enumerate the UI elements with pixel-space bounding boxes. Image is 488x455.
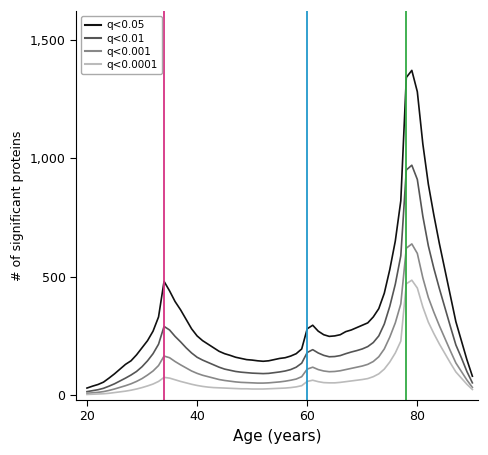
q<0.05 xyxy=(95,382,101,387)
q<0.0001 xyxy=(315,379,321,384)
q<0.0001 xyxy=(271,386,277,391)
q<0.05 xyxy=(408,68,414,73)
q<0.001 xyxy=(468,384,474,390)
q<0.05 xyxy=(194,333,200,339)
q<0.0001 xyxy=(194,383,200,388)
q<0.0001 xyxy=(452,369,458,374)
q<0.0001 xyxy=(84,392,90,397)
q<0.001 xyxy=(452,360,458,366)
Legend: q<0.05, q<0.01, q<0.001, q<0.0001: q<0.05, q<0.01, q<0.001, q<0.0001 xyxy=(81,16,162,74)
q<0.01 xyxy=(95,387,101,393)
q<0.01 xyxy=(468,380,474,385)
q<0.0001 xyxy=(468,387,474,392)
q<0.0001 xyxy=(375,371,381,377)
q<0.01 xyxy=(194,354,200,360)
q<0.05 xyxy=(271,357,277,362)
q<0.05 xyxy=(468,374,474,379)
q<0.001 xyxy=(95,389,101,395)
q<0.01 xyxy=(408,162,414,168)
Line: q<0.05: q<0.05 xyxy=(87,71,471,388)
q<0.01 xyxy=(84,389,90,394)
q<0.001 xyxy=(194,371,200,376)
q<0.0001 xyxy=(408,278,414,283)
Y-axis label: # of significant proteins: # of significant proteins xyxy=(11,130,24,281)
q<0.001 xyxy=(271,379,277,385)
Line: q<0.01: q<0.01 xyxy=(87,165,471,392)
q<0.001 xyxy=(375,354,381,359)
X-axis label: Age (years): Age (years) xyxy=(232,429,321,444)
q<0.001 xyxy=(315,367,321,372)
q<0.001 xyxy=(408,241,414,247)
q<0.0001 xyxy=(95,391,101,397)
q<0.05 xyxy=(84,385,90,391)
q<0.01 xyxy=(315,350,321,356)
q<0.01 xyxy=(271,370,277,375)
Line: q<0.0001: q<0.0001 xyxy=(87,280,471,394)
q<0.01 xyxy=(452,342,458,348)
Line: q<0.001: q<0.001 xyxy=(87,244,471,393)
q<0.05 xyxy=(375,306,381,311)
q<0.05 xyxy=(452,319,458,324)
q<0.01 xyxy=(375,333,381,339)
q<0.05 xyxy=(315,329,321,334)
q<0.001 xyxy=(84,390,90,396)
